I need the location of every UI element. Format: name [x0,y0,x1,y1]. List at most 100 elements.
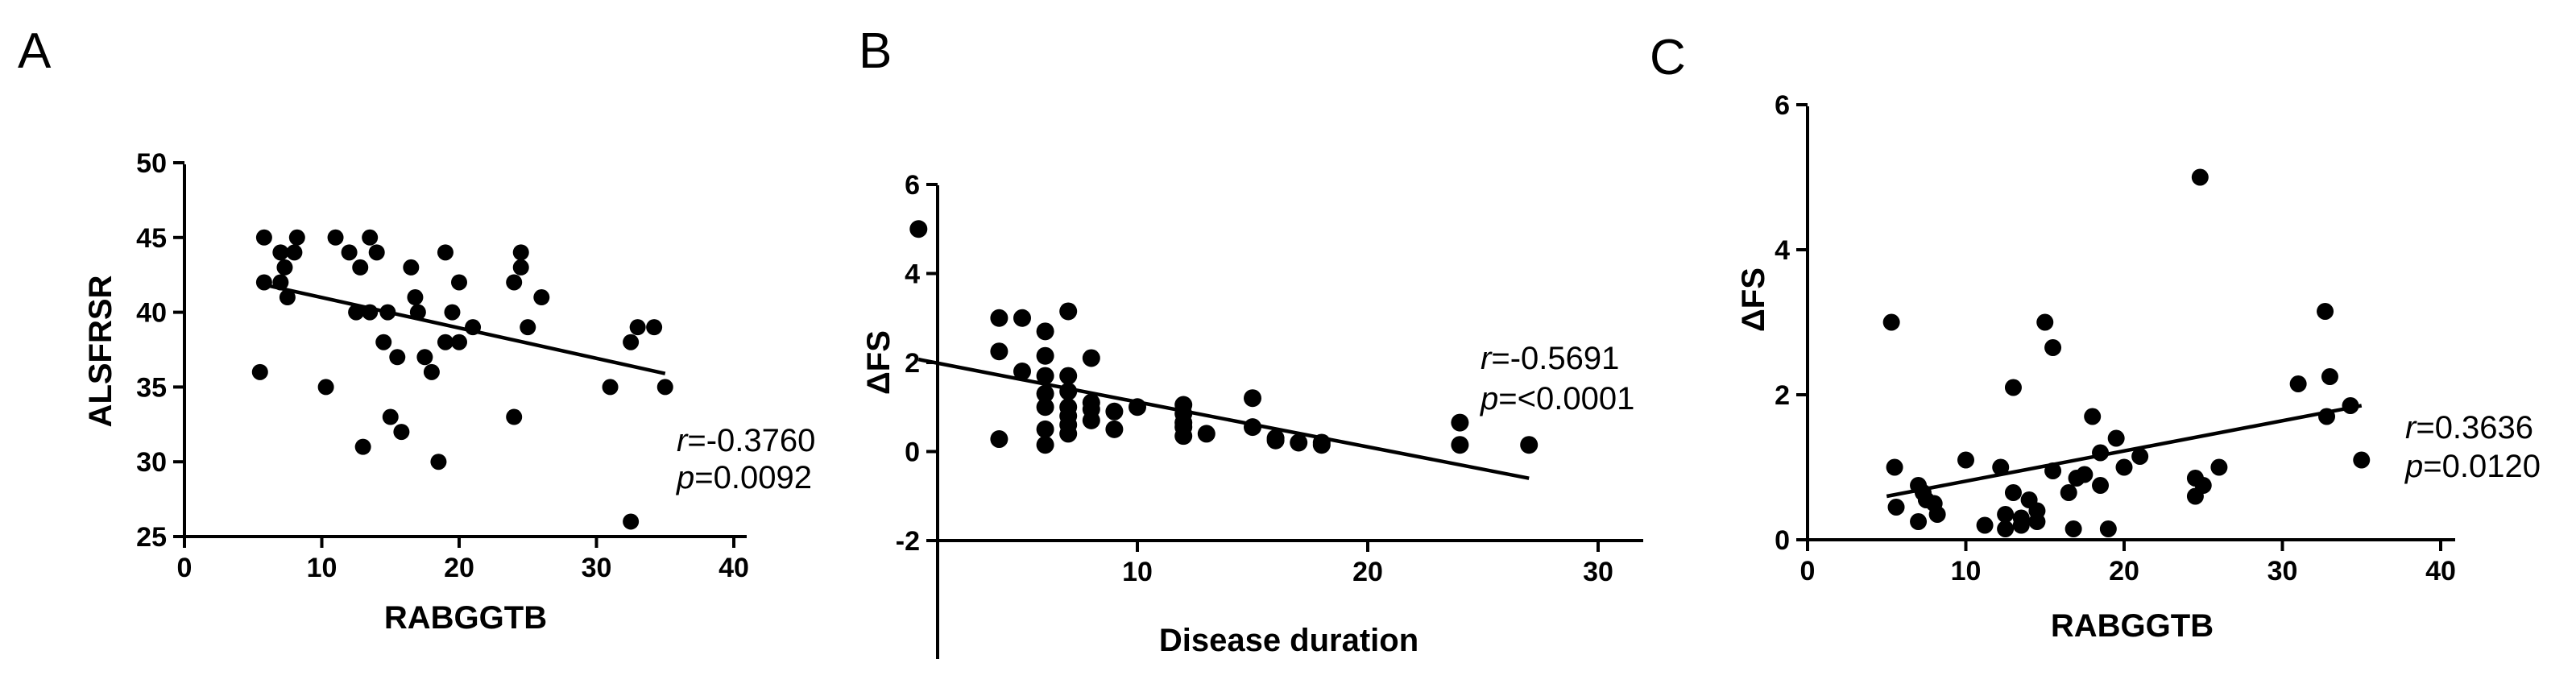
panel-a-data-point [437,334,453,350]
panel-label-b: B [859,23,892,79]
panel-c-data-point [2044,339,2062,356]
panel-c-data-point [1882,313,1900,331]
panel-label-c: C [1650,30,1686,85]
panel-a-data-point [368,244,385,261]
panel-c-x-tick-label: 10 [1951,556,1982,586]
panel-b-data-point [990,430,1008,449]
panel-a-y-tick-label: 35 [136,372,167,403]
panel-c-data-point [2004,379,2022,396]
panel-a-ticks: 0 10 20 30 40 25 30 35 40 45 50 [136,148,749,583]
panel-b-x-axis-title: Disease duration [1159,623,1418,658]
panel-b-x-tick-label: 30 [1583,557,1613,587]
panel-a-data-point [272,244,289,261]
panel-c-data-point [2065,520,2082,537]
panel-c-p-value: =0.0120 [2423,449,2541,484]
panel-b-data-point [1036,436,1054,454]
panel-b-y-tick-label: 6 [905,170,920,201]
panel-c-data-point [2092,444,2110,462]
panel-c-r-symbol: r [2405,410,2417,446]
panel-a-r-stat: r=-0.3760 [677,423,815,458]
panel-c-data-point [1887,499,1905,516]
panel-b-data-point [1059,302,1078,321]
panel-b-data-point [1036,322,1054,341]
panel-b: B 10 20 30 -2 0 2 4 6 Disease duration ΔFS r=-0… [859,23,1643,659]
panel-b-data-point [1244,418,1261,437]
panel-a-p-stat: p=0.0092 [676,460,812,495]
panel-c-data-point [1957,451,1974,469]
panel-a-data-point [506,408,523,425]
panel-a-data-point [403,259,420,276]
panel-b-data-point [1036,398,1054,417]
panel-a-data-point [354,438,371,455]
panel-a-data-point [465,319,482,336]
panel-c-data-point [2131,448,2149,465]
panel-a-r-value: =-0.3760 [687,423,815,458]
panel-a-p-symbol: p [676,460,694,495]
panel-a-data-point [451,334,467,350]
panel-a-data-point [533,289,550,306]
panel-a-data-point [348,304,365,321]
panel-b-data-point [1036,384,1054,403]
panel-c-data-point [2289,375,2307,392]
panel-a-data-point [382,408,399,425]
panel-c-data-point [2115,458,2133,476]
panel-c-data-point [2076,466,2094,483]
panel-c-x-axis-title: RABGGTB [2051,608,2214,644]
panel-b-data-point [1059,367,1078,385]
panel-a-x-tick-label: 20 [444,553,474,583]
panel-a-y-tick-label: 30 [136,447,167,478]
panel-c-data-point [2044,462,2062,479]
panel-a-y-tick-label: 45 [136,223,167,254]
panel-a-data-point [623,513,640,530]
panel-a-data-point [409,304,426,321]
panel-c-data-point [1910,513,1928,530]
panel-b-data-point [1036,346,1054,365]
panel-a-data-point [375,334,392,350]
panel-label-a: A [18,23,52,79]
panel-a-data-point [317,379,334,396]
panel-b-p-symbol: p [1480,381,1498,417]
panel-b-data-point [990,342,1008,361]
panel-c-x-tick-label: 0 [1800,556,1816,586]
panel-b-data-point [1105,402,1124,421]
panel-a-data-point [379,304,396,321]
panel-a-x-axis-title: RABGGTB [384,600,547,636]
panel-a-y-tick-label: 25 [136,522,167,553]
panel-a-x-tick-label: 40 [719,553,749,583]
panel-a-data-point [416,349,433,366]
panel-a-data-point [444,304,461,321]
panel-b-data-point [1082,411,1100,429]
panel-c-data-point [2012,516,2030,534]
panel-c-p-symbol: p [2404,449,2423,484]
panel-c-data-point [1997,506,2015,523]
panel-c-data-point [2084,408,2102,425]
panel-c-data-point [2317,303,2334,320]
panel-b-data-point [1036,367,1054,385]
panel-c-r-stat: r=0.3636 [2405,410,2533,446]
panel-a-y-axis-title: ALSFRSR [83,275,118,427]
panel-a-data-point [255,274,272,291]
panel-b-data-point [990,309,1008,327]
panel-b-y-tick-label: 0 [905,437,920,468]
panel-a-y-tick-label: 50 [136,148,167,179]
panel-b-x-tick-label: 20 [1352,557,1383,587]
panel-c-data-point [2191,168,2209,186]
panel-a-data-point [646,319,663,336]
panel-b-data-point [1013,363,1031,381]
panel-b-data-point [1244,389,1261,408]
panel-a-data-point [286,244,303,261]
panel-c-data-point [2107,429,2125,447]
panel-c-data-point [2092,477,2110,494]
panel-a-data-point [393,424,410,441]
panel-c-y-tick-label: 2 [1775,380,1790,411]
panel-c-p-stat: p=0.0120 [2404,449,2541,484]
panel-a-data-point [288,229,305,246]
panel-b-data-point [1520,436,1539,454]
panel-b-r-symbol: r [1481,341,1493,376]
panel-b-data-point [1082,349,1100,367]
panel-b-points [909,220,1539,454]
panel-c-data-point [2318,408,2336,425]
panel-b-data-point [1059,425,1078,443]
panel-a-points [251,229,673,530]
